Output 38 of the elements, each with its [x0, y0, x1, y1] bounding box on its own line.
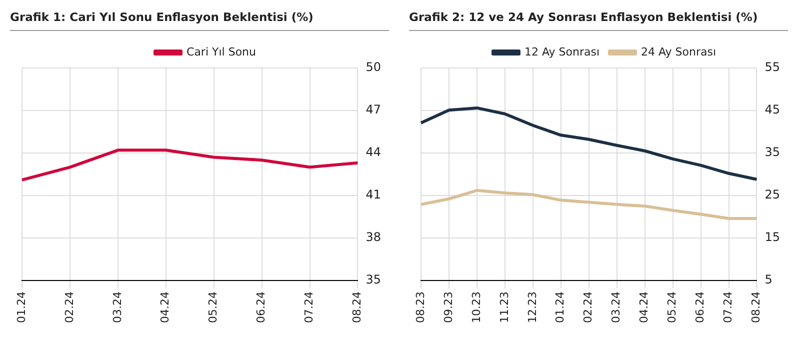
- x-tick-label: 02.24: [62, 292, 76, 324]
- x-tick-label: 03.24: [110, 292, 124, 324]
- legend-label: 12 Ay Sonrası: [524, 45, 600, 58]
- chart-title: Grafik 1: Cari Yıl Sonu Enflasyon Beklentisi (%): [10, 0, 389, 31]
- x-tick-label: 04.24: [158, 292, 172, 324]
- legend-label: Cari Yıl Sonu: [186, 45, 256, 58]
- x-tick-label: 08.23: [414, 292, 427, 324]
- y-tick-label: 5: [764, 272, 772, 287]
- legend-label: 24 Ay Sonrası: [641, 45, 716, 58]
- y-tick-label: 25: [764, 188, 780, 202]
- x-tick-label: 05.24: [666, 292, 679, 324]
- y-tick-label: 35: [764, 145, 780, 160]
- y-tick-label: 50: [366, 60, 382, 74]
- y-tick-label: 15: [764, 230, 780, 244]
- y-tick-label: 35: [366, 272, 382, 287]
- chart-title: Grafik 2: 12 ve 24 Ay Sonrası Enflasyon Beklentisi (%): [409, 0, 788, 31]
- x-tick-label: 07.24: [722, 292, 735, 324]
- x-tick-label: 06.24: [254, 292, 268, 324]
- x-tick-label: 05.24: [206, 292, 220, 324]
- y-tick-label: 55: [764, 60, 780, 74]
- x-tick-label: 02.24: [582, 292, 595, 324]
- y-tick-label: 47: [366, 102, 382, 117]
- x-tick-label: 06.24: [694, 292, 707, 324]
- x-tick-label: 03.24: [610, 292, 623, 324]
- x-tick-label: 07.24: [302, 292, 316, 324]
- x-tick-label: 08.24: [750, 292, 763, 324]
- x-tick-label: 08.24: [350, 292, 364, 324]
- x-tick-label: 10.23: [470, 292, 483, 324]
- y-tick-label: 44: [366, 145, 382, 160]
- x-tick-label: 09.23: [442, 292, 455, 324]
- y-tick-label: 41: [366, 188, 382, 202]
- x-tick-label: 12.23: [526, 292, 539, 324]
- x-tick-label: 01.24: [14, 292, 28, 324]
- x-tick-label: 04.24: [638, 292, 651, 324]
- y-tick-label: 38: [366, 230, 382, 244]
- y-tick-label: 45: [764, 102, 780, 117]
- x-tick-label: 11.23: [498, 292, 511, 324]
- x-tick-label: 01.24: [554, 292, 567, 324]
